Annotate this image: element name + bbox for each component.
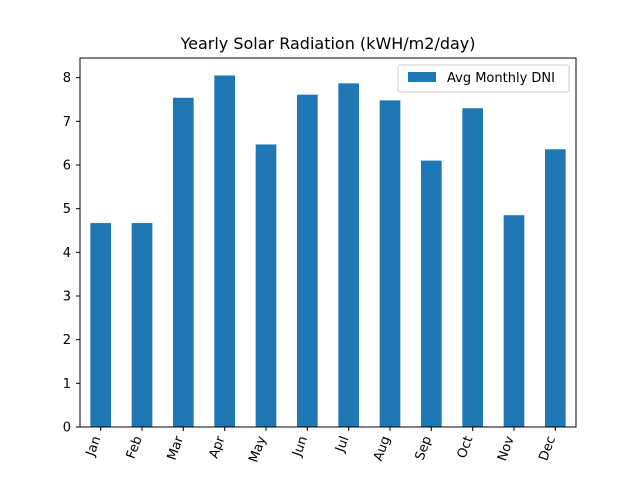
chart-title: Yearly Solar Radiation (kWH/m2/day): [179, 34, 475, 53]
x-tick-label-apr: Apr: [207, 434, 229, 461]
x-tick-label-oct: Oct: [455, 434, 477, 460]
y-tick-label: 6: [63, 158, 71, 173]
bar-dec: [545, 149, 566, 427]
bar-jun: [297, 94, 318, 428]
legend-label: Avg Monthly DNI: [447, 71, 555, 86]
x-tick-label-aug: Aug: [371, 434, 394, 463]
x-tick-label-may: May: [246, 434, 269, 465]
bar-apr: [214, 75, 235, 427]
x-tick-label-nov: Nov: [495, 434, 518, 463]
bar-oct: [462, 108, 483, 427]
plot-frame: [79, 57, 577, 428]
y-tick-label: 5: [63, 202, 71, 217]
bar-may: [255, 144, 277, 427]
y-tick-label: 2: [63, 333, 71, 348]
bar-aug: [379, 100, 401, 428]
y-tick-label: 4: [63, 246, 71, 261]
x-tick-label-jan: Jan: [83, 434, 104, 459]
legend: Avg Monthly DNI: [397, 64, 570, 93]
bar-mar: [173, 97, 194, 428]
bar-jul: [338, 83, 359, 427]
x-tick-label-dec: Dec: [536, 434, 559, 463]
x-axis: Jan Feb Mar Apr May Jun Jul Aug Sep Oct Nov Dec: [83, 427, 559, 465]
legend-swatch: [408, 72, 436, 82]
x-tick-label-feb: Feb: [124, 434, 146, 461]
legend-box: [397, 64, 570, 93]
x-tick-label-jul: Jul: [333, 434, 353, 455]
bar-jan: [90, 223, 111, 427]
y-axis: 0 1 2 3 4 5 6 7 8: [63, 71, 80, 436]
bar-nov: [503, 215, 525, 427]
x-tick-label-jun: Jun: [290, 434, 311, 459]
y-tick-label: 1: [63, 377, 71, 392]
bar-sep: [421, 160, 442, 427]
bars-group: [90, 75, 566, 428]
y-tick-label: 3: [63, 289, 71, 304]
bar-feb: [131, 223, 153, 427]
x-tick-label-sep: Sep: [413, 434, 435, 462]
y-tick-label: 8: [63, 71, 71, 86]
x-tick-label-mar: Mar: [165, 434, 188, 463]
y-tick-label: 7: [63, 115, 71, 130]
y-tick-label: 0: [63, 421, 71, 436]
